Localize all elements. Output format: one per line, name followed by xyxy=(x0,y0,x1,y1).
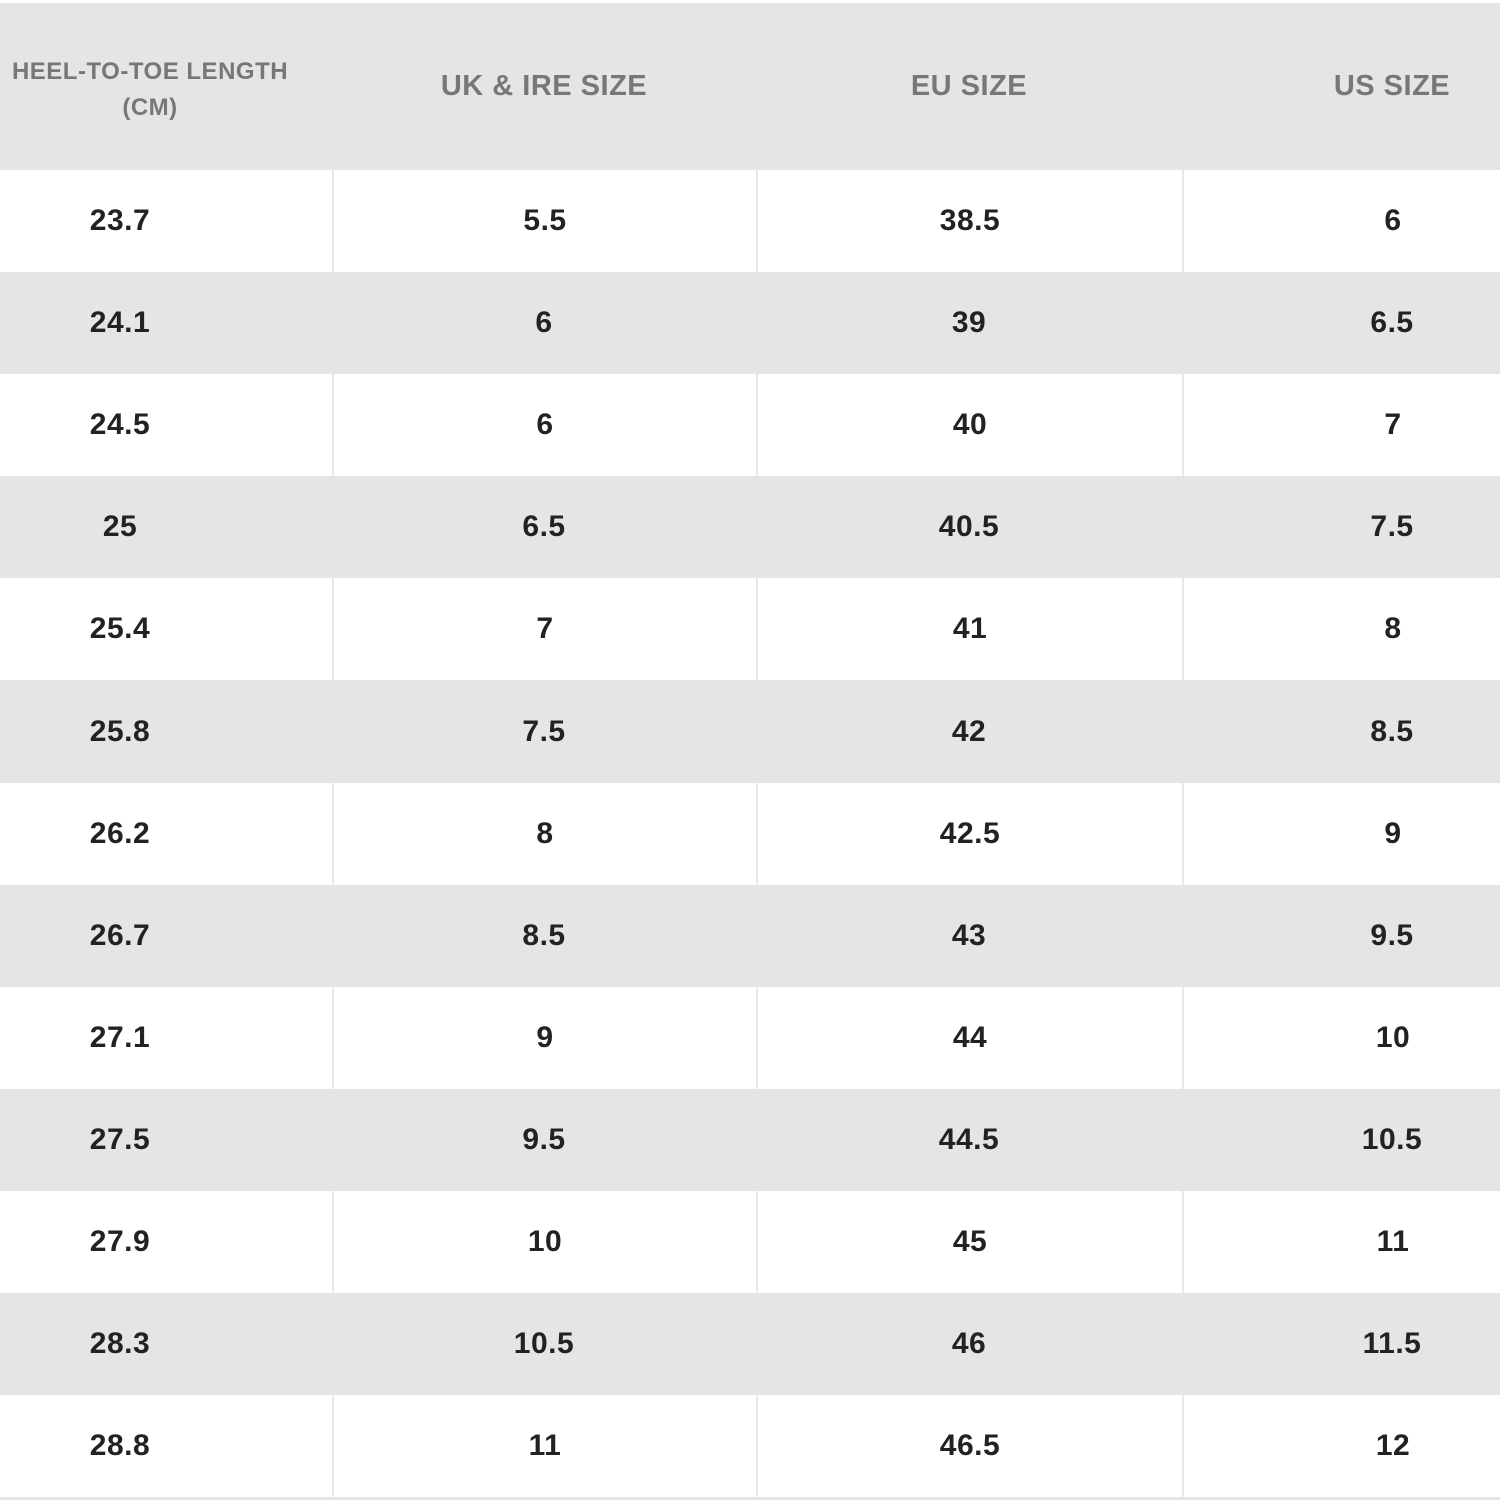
eu-size-cell: 44 xyxy=(756,986,1182,1089)
us-size-cell: 6.5 xyxy=(1370,306,1414,340)
uk-size-cell: 11 xyxy=(332,1395,756,1498)
table-row: 24.1 6 39 6.5 xyxy=(0,272,1500,375)
us-size-cell: 10 xyxy=(1182,986,1500,1089)
header-uk-ire-size: UK & IRE SIZE xyxy=(440,70,648,102)
table-row: 28.8 11 46.5 12 xyxy=(0,1395,1500,1498)
length-cell: 25 xyxy=(102,510,138,544)
uk-size-cell: 7.5 xyxy=(522,714,566,748)
uk-size-cell: 10.5 xyxy=(513,1327,575,1361)
length-cell: 24.5 xyxy=(89,408,151,442)
uk-size-cell: 6.5 xyxy=(522,510,566,544)
uk-size-cell: 5.5 xyxy=(332,170,756,273)
table-row: 26.2 8 42.5 9 xyxy=(0,782,1500,885)
eu-size-cell: 46.5 xyxy=(756,1395,1182,1498)
uk-size-cell: 9 xyxy=(332,986,756,1089)
eu-size-cell: 40 xyxy=(756,374,1182,477)
table-row: 25 6.5 40.5 7.5 xyxy=(0,476,1500,579)
us-size-cell: 9.5 xyxy=(1370,918,1414,952)
eu-size-cell: 43 xyxy=(951,918,987,952)
length-cell: 27.9 xyxy=(89,1224,151,1258)
eu-size-cell: 40.5 xyxy=(938,510,1000,544)
table-row: 25.8 7.5 42 8.5 xyxy=(0,680,1500,783)
uk-size-cell: 9.5 xyxy=(522,1122,566,1156)
header-eu-size: EU SIZE xyxy=(910,70,1028,102)
uk-size-cell: 6 xyxy=(332,374,756,477)
length-cell: 26.2 xyxy=(89,816,151,850)
table-row: 23.7 5.5 38.5 6 xyxy=(0,170,1500,273)
uk-size-cell: 8 xyxy=(332,782,756,885)
table-row: 27.1 9 44 10 xyxy=(0,986,1500,1089)
eu-size-cell: 42.5 xyxy=(756,782,1182,885)
length-cell: 24.1 xyxy=(89,306,151,340)
eu-size-cell: 39 xyxy=(951,306,987,340)
us-size-cell: 11.5 xyxy=(1362,1327,1422,1361)
us-size-cell: 8 xyxy=(1182,578,1500,681)
eu-size-cell: 38.5 xyxy=(756,170,1182,273)
table-header-row: HEEL-TO-TOE LENGTH (CM) UK & IRE SIZE EU … xyxy=(0,3,1500,170)
table-row: 26.7 8.5 43 9.5 xyxy=(0,884,1500,987)
us-size-cell: 7.5 xyxy=(1370,510,1414,544)
length-cell: 25.4 xyxy=(89,612,151,646)
eu-size-cell: 46 xyxy=(951,1327,987,1361)
eu-size-cell: 45 xyxy=(756,1190,1182,1294)
uk-size-cell: 10 xyxy=(332,1190,756,1294)
size-chart-table: HEEL-TO-TOE LENGTH (CM) UK & IRE SIZE EU … xyxy=(0,3,1500,1498)
table-row: 28.3 10.5 46 11.5 xyxy=(0,1293,1500,1396)
table-row: 27.9 10 45 11 xyxy=(0,1190,1500,1294)
us-size-cell: 8.5 xyxy=(1370,714,1414,748)
table-row: 25.4 7 41 8 xyxy=(0,578,1500,681)
uk-size-cell: 6 xyxy=(535,306,553,340)
us-size-cell: 10.5 xyxy=(1361,1122,1423,1156)
length-cell: 26.7 xyxy=(89,918,151,952)
us-size-cell: 9 xyxy=(1182,782,1500,885)
table-body: 23.7 5.5 38.5 6 24.1 6 39 6.5 24.5 6 40 7 25 6.5 40.5 7… xyxy=(0,170,1500,1498)
eu-size-cell: 44.5 xyxy=(938,1122,1000,1156)
table-row: 27.5 9.5 44.5 10.5 xyxy=(0,1088,1500,1191)
header-unit: (CM) xyxy=(122,93,178,121)
header-heel-to-toe-length: HEEL-TO-TOE LENGTH (CM) xyxy=(0,3,332,170)
header-us-size: US SIZE xyxy=(1333,70,1451,102)
length-cell: 27.1 xyxy=(89,1020,151,1054)
us-size-cell: 11 xyxy=(1182,1190,1500,1294)
length-cell: 25.8 xyxy=(89,714,151,748)
table-row: 24.5 6 40 7 xyxy=(0,374,1500,477)
uk-size-cell: 8.5 xyxy=(522,918,566,952)
us-size-cell: 6 xyxy=(1182,170,1500,273)
table-bottom-border xyxy=(0,1497,1500,1500)
eu-size-cell: 42 xyxy=(951,714,987,748)
length-cell: 23.7 xyxy=(89,204,151,238)
length-cell: 28.8 xyxy=(89,1429,151,1463)
eu-size-cell: 41 xyxy=(756,578,1182,681)
length-cell: 28.3 xyxy=(89,1327,151,1361)
uk-size-cell: 7 xyxy=(332,578,756,681)
us-size-cell: 7 xyxy=(1182,374,1500,477)
length-cell: 27.5 xyxy=(89,1122,151,1156)
us-size-cell: 12 xyxy=(1182,1395,1500,1498)
header-label: HEEL-TO-TOE LENGTH xyxy=(11,57,289,85)
